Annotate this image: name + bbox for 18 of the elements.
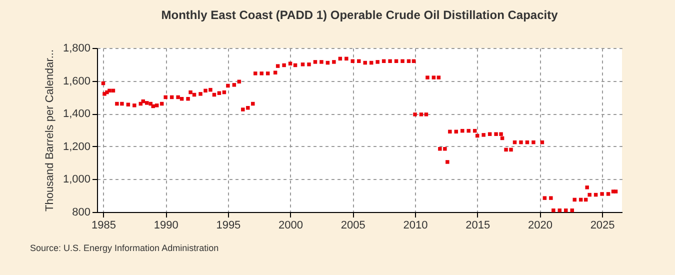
y-axis-title: Thousand Barrels per Calendar... [44,49,56,212]
y-tick-label: 1,800 [62,42,90,54]
y-tick-label: 1,400 [62,108,90,120]
x-tick-label: 2020 [528,220,552,232]
x-tick-label: 2025 [590,220,615,232]
y-tick-label: 1,600 [62,75,90,88]
x-tick-label: 2015 [466,220,490,232]
source-note: Source: U.S. Energy Information Administration [30,243,219,253]
y-tick-label: 800 [72,206,90,218]
x-tick-label: 1985 [91,220,116,232]
y-tick-label: 1,000 [62,174,90,186]
x-tick-label: 2000 [278,220,304,232]
chart-title: Monthly East Coast (PADD 1) Operable Crude Oil Distillation Capacity [161,8,558,22]
x-tick-label: 1995 [216,220,241,232]
y-tick-label: 1,200 [62,140,90,153]
x-tick-label: 2010 [403,220,428,232]
x-tick-label: 2005 [340,220,366,232]
x-tick-label: 1990 [154,220,178,232]
